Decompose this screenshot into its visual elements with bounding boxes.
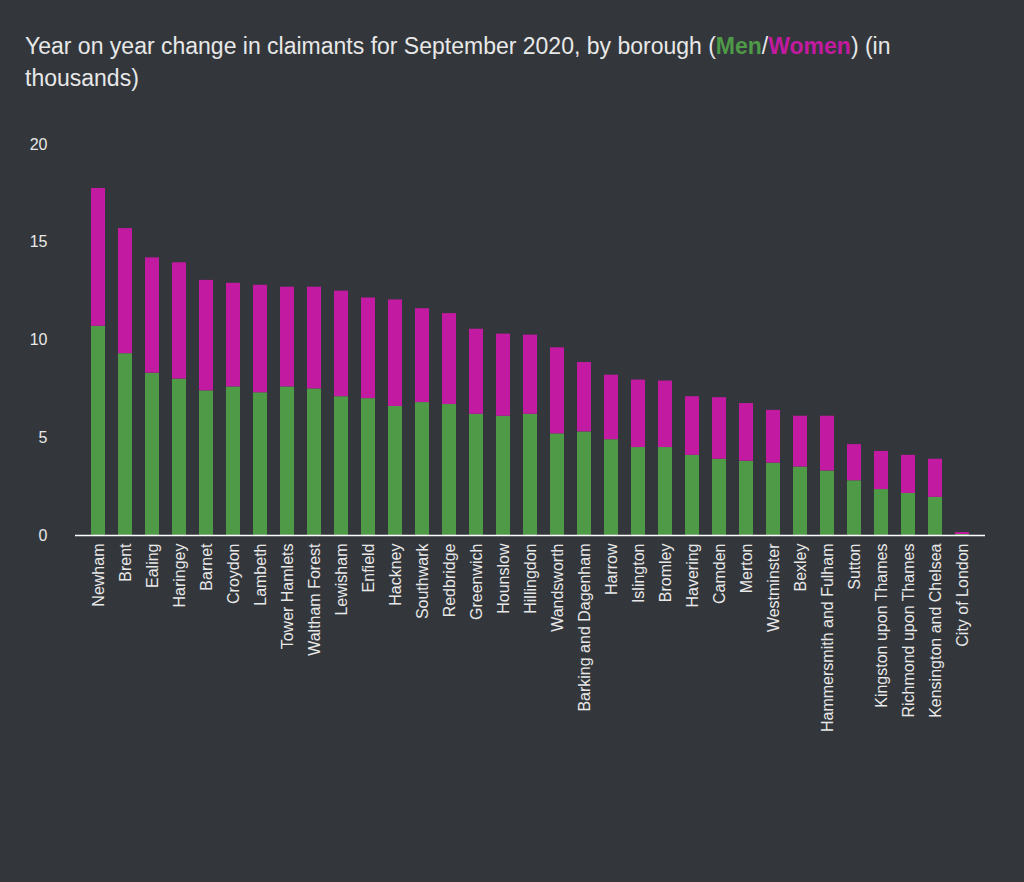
svg-text:Southwark: Southwark: [414, 543, 431, 620]
svg-text:15: 15: [30, 233, 48, 250]
svg-text:Haringey: Haringey: [171, 544, 188, 608]
svg-text:10: 10: [30, 331, 48, 348]
svg-text:Hillingdon: Hillingdon: [522, 544, 539, 614]
svg-text:Richmond upon Thames: Richmond upon Thames: [900, 544, 917, 718]
html-text:Year on year change in claiman: Year on year change in claimants for Sep…: [25, 33, 891, 91]
svg-text:Ealing: Ealing: [144, 544, 161, 588]
svg-text:Wandsworth: Wandsworth: [549, 544, 566, 632]
svg-text:Tower Hamlets: Tower Hamlets: [279, 544, 296, 650]
svg-text:Waltham Forest: Waltham Forest: [306, 543, 323, 656]
svg-text:Hounslow: Hounslow: [495, 543, 512, 614]
svg-text:Islington: Islington: [630, 544, 647, 604]
svg-text:Brent: Brent: [117, 543, 134, 582]
svg-text:Lewisham: Lewisham: [333, 544, 350, 616]
svg-text:Hackney: Hackney: [387, 544, 404, 606]
svg-text:Camden: Camden: [711, 544, 728, 604]
svg-text:Newham: Newham: [90, 544, 107, 607]
svg-text:Westminster: Westminster: [765, 543, 782, 632]
svg-text:Enfield: Enfield: [360, 544, 377, 593]
svg-text:Lambeth: Lambeth: [252, 544, 269, 606]
svg-text:Bexley: Bexley: [792, 544, 809, 592]
svg-text:Sutton: Sutton: [846, 544, 863, 590]
svg-text:Kingston upon Thames: Kingston upon Thames: [873, 544, 890, 708]
svg-text:Kensington and Chelsea: Kensington and Chelsea: [927, 543, 944, 717]
svg-text:Hammersmith and Fulham: Hammersmith and Fulham: [819, 544, 836, 733]
svg-text:Havering: Havering: [684, 544, 701, 608]
svg-text:20: 20: [30, 136, 48, 153]
svg-text:Barnet: Barnet: [198, 543, 215, 591]
svg-text:City of London: City of London: [954, 544, 971, 647]
svg-text:Redbridge: Redbridge: [441, 543, 458, 617]
svg-text:Bromley: Bromley: [657, 544, 674, 603]
svg-text:Merton: Merton: [738, 544, 755, 594]
svg-text:0: 0: [39, 527, 48, 544]
svg-text:Greenwich: Greenwich: [468, 544, 485, 620]
svg-text:Barking and Dagenham: Barking and Dagenham: [576, 544, 593, 712]
svg-text:Croydon: Croydon: [225, 544, 242, 604]
svg-text:5: 5: [39, 429, 48, 446]
svg-text:Harrow: Harrow: [603, 543, 620, 595]
